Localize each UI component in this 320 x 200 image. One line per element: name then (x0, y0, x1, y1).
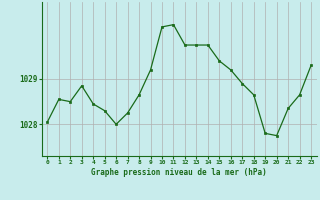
X-axis label: Graphe pression niveau de la mer (hPa): Graphe pression niveau de la mer (hPa) (91, 168, 267, 177)
